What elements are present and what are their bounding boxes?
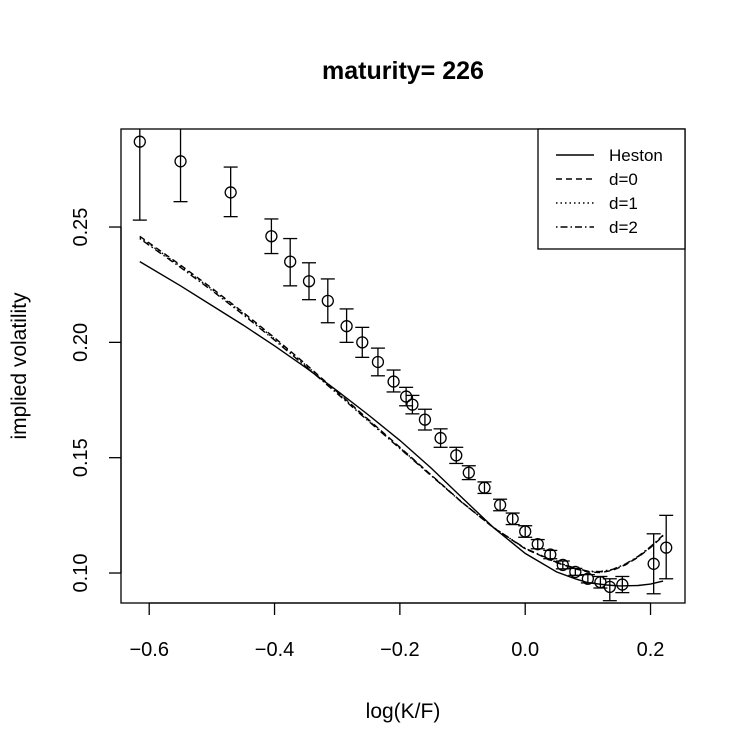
x-tick-label: −0.6: [129, 639, 168, 661]
y-tick-label: 0.20: [70, 323, 92, 362]
data-point: [556, 558, 569, 572]
y-axis-label: implied volatility: [8, 292, 31, 440]
data-point: [581, 572, 595, 585]
data-point: [406, 398, 419, 411]
y-tick-label: 0.25: [70, 208, 92, 247]
observation: [132, 129, 147, 221]
observation: [461, 465, 476, 481]
data-point: [603, 580, 616, 594]
data-point: [265, 230, 278, 243]
data-point: [371, 355, 385, 369]
data-point: [133, 135, 146, 148]
data-point: [519, 525, 532, 538]
data-point: [224, 186, 237, 199]
observation: [543, 548, 558, 561]
observation: [518, 525, 533, 538]
observation: [223, 166, 238, 218]
model-curves: [139, 235, 664, 587]
data-point: [434, 431, 447, 445]
observation: [399, 386, 414, 407]
data-point: [647, 557, 660, 570]
data-point: [493, 498, 507, 512]
observation: [659, 514, 674, 580]
observation: [370, 347, 385, 377]
legend-label: d=2: [609, 218, 638, 237]
data-point: [660, 541, 673, 554]
data-point: [387, 375, 400, 388]
legend: Heston d=0 d=1 d=2: [537, 128, 686, 250]
observation: [449, 446, 464, 465]
observation: [555, 558, 570, 572]
y-tick-label: 0.10: [70, 554, 92, 593]
observation: [505, 512, 520, 526]
observation: [433, 428, 448, 448]
observation: [355, 326, 370, 359]
observation: [173, 129, 188, 203]
legend-label: d=0: [609, 170, 638, 189]
observation: [568, 565, 583, 579]
observation: [283, 237, 298, 287]
data-point: [450, 449, 463, 462]
data-point: [462, 466, 475, 479]
x-tick-label: 0.0: [511, 639, 539, 661]
data-point: [569, 565, 582, 579]
series-line-d-2: [139, 238, 664, 573]
data-point: [340, 320, 353, 333]
observation: [493, 498, 508, 512]
observation: [339, 308, 354, 344]
chart-title: maturity= 226: [322, 57, 484, 85]
x-axis-label: log(K/F): [366, 700, 441, 723]
data-point: [321, 294, 334, 307]
observation: [646, 533, 661, 595]
data-point: [418, 413, 432, 426]
observation: [530, 538, 545, 551]
observation: [405, 394, 420, 415]
x-tick-label: −0.4: [255, 639, 294, 661]
data-point: [478, 481, 491, 494]
observation: [386, 369, 401, 393]
observation: [477, 481, 492, 495]
observation: [320, 278, 335, 324]
series-line-d-0: [139, 235, 664, 574]
data-point: [506, 512, 519, 525]
observation: [580, 572, 595, 585]
data-point: [531, 538, 544, 551]
data-point: [356, 336, 369, 349]
observation: [264, 218, 279, 255]
y-axis: 0.10 0.15 0.20 0.25: [70, 208, 122, 593]
data-point: [544, 548, 557, 561]
x-tick-label: 0.2: [637, 639, 665, 661]
legend-label: d=1: [609, 194, 638, 213]
data-point: [616, 578, 629, 591]
data-point: [284, 255, 297, 268]
observed-points: [132, 129, 674, 602]
series-line-heston: [139, 260, 664, 587]
x-tick-label: −0.2: [380, 639, 419, 661]
observation: [302, 262, 316, 301]
observation: [615, 575, 630, 594]
legend-label: Heston: [609, 146, 663, 165]
data-point: [399, 390, 413, 403]
x-axis: −0.6 −0.4 −0.2 0.0 0.2: [129, 602, 665, 661]
observation: [602, 578, 617, 602]
series-line-d-1: [139, 236, 664, 573]
y-tick-label: 0.15: [70, 438, 92, 477]
data-point: [174, 155, 187, 168]
legend-box: [537, 128, 686, 250]
data-point: [302, 275, 316, 288]
observation: [417, 408, 432, 431]
